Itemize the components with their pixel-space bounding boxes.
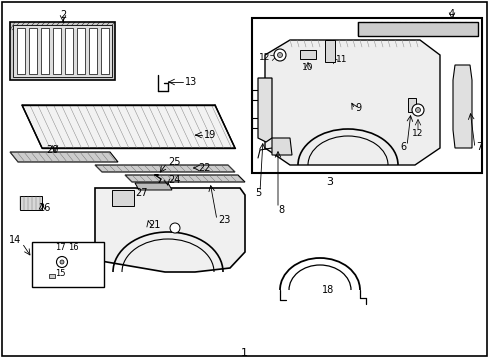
Circle shape [277,53,282,58]
Bar [112,190,134,206]
Bar [49,274,55,278]
Text: 25: 25 [168,157,180,167]
Text: 2: 2 [60,10,66,20]
Polygon shape [452,65,471,148]
Bar [20,196,42,210]
Text: 21: 21 [148,220,160,230]
Text: 27: 27 [135,188,147,198]
Polygon shape [95,165,235,172]
Text: 9: 9 [354,103,360,113]
Circle shape [411,104,423,116]
Bar [101,28,109,74]
Text: 11: 11 [335,55,347,64]
Polygon shape [258,78,271,142]
Text: 12: 12 [411,129,423,138]
Text: 19: 19 [203,130,216,140]
Text: 26: 26 [38,203,50,213]
Bar [13,25,112,77]
Text: 6: 6 [399,142,405,152]
Bar [89,28,97,74]
Text: 16: 16 [68,243,79,252]
Text: 18: 18 [321,285,333,295]
Bar [357,22,477,36]
Bar [65,28,73,74]
Text: 1: 1 [240,348,247,358]
Text: 15: 15 [55,270,65,279]
Text: 14: 14 [9,235,21,245]
Polygon shape [271,138,291,155]
Polygon shape [95,188,244,272]
Text: 13: 13 [184,77,197,87]
Circle shape [170,223,180,233]
Text: 7: 7 [475,142,481,152]
Bar [41,28,49,74]
Bar [17,28,25,74]
Text: 12: 12 [258,54,269,63]
Text: 23: 23 [218,215,230,225]
Text: 8: 8 [278,205,284,215]
Polygon shape [22,105,235,148]
Bar [32,242,104,287]
Text: 4: 4 [448,9,454,19]
Bar [299,50,315,59]
Bar [357,22,477,36]
Bar [10,22,115,80]
Bar [325,40,334,62]
Circle shape [415,108,420,112]
Polygon shape [125,175,244,182]
Circle shape [57,256,67,267]
Text: 22: 22 [198,163,210,173]
Bar [251,18,481,173]
Polygon shape [264,40,439,165]
Text: 5: 5 [254,188,261,198]
Bar [77,28,85,74]
Polygon shape [10,152,118,162]
Bar [53,28,61,74]
Text: 20: 20 [46,145,58,155]
Polygon shape [135,183,172,190]
Text: 24: 24 [168,175,180,185]
Text: 10: 10 [302,63,313,72]
Text: 17: 17 [55,243,65,252]
Bar [407,98,415,112]
Text: 3: 3 [326,177,333,187]
Bar [29,28,37,74]
Circle shape [60,260,64,264]
Circle shape [273,49,285,61]
